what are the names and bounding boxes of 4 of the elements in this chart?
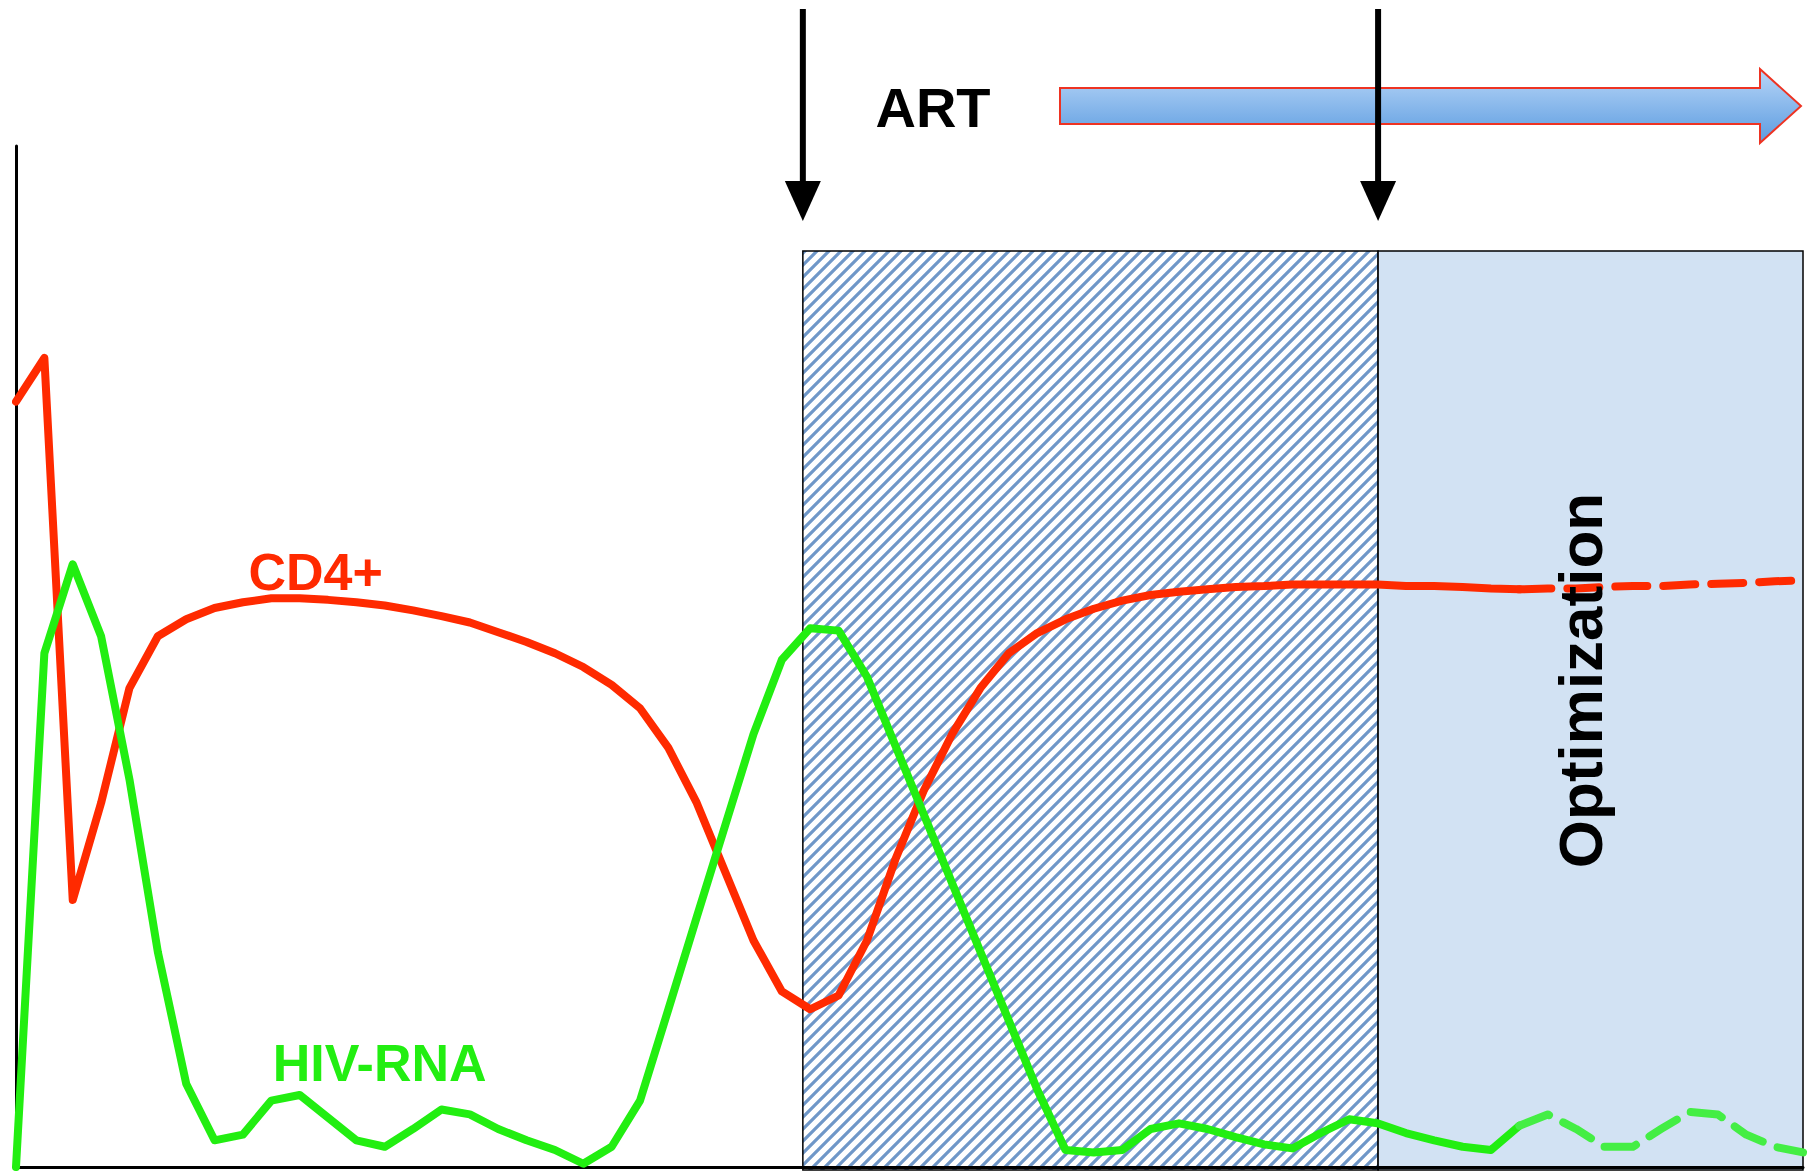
text: ART	[875, 76, 991, 139]
annotation: Optimization	[1546, 492, 1616, 869]
series-label: CD4+	[248, 543, 383, 602]
series-label: HIV-RNA	[272, 1034, 487, 1092]
